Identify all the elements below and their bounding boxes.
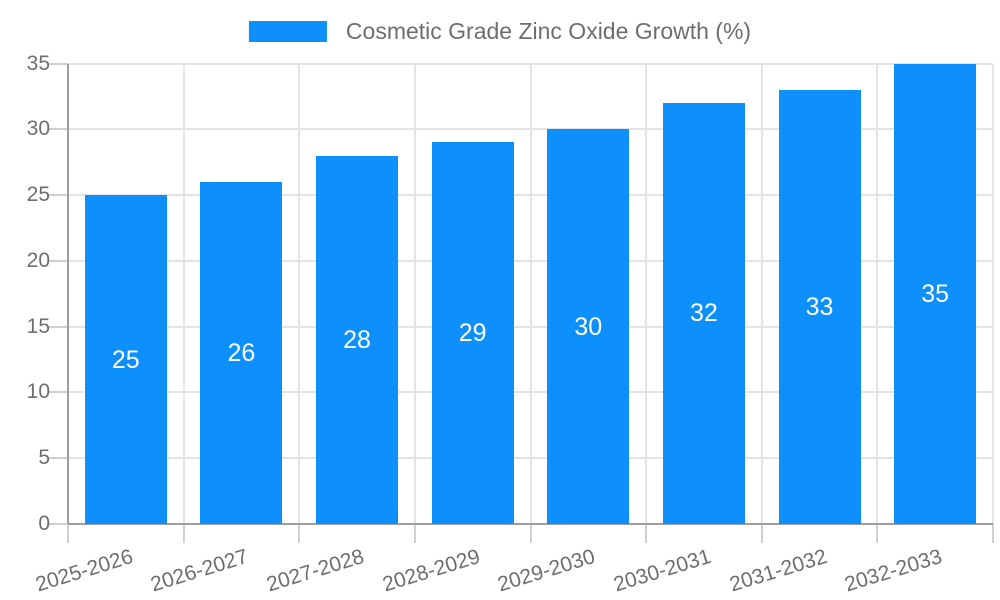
bar[interactable]	[84, 195, 167, 524]
x-axis-tick	[992, 524, 994, 543]
bar-value-label: 32	[690, 299, 718, 328]
x-gridline	[992, 63, 994, 524]
x-gridline	[413, 63, 416, 524]
y-axis-tick-label: 30	[26, 117, 50, 141]
bar[interactable]	[778, 89, 861, 524]
x-gridline	[876, 63, 879, 524]
x-axis-tick	[67, 524, 69, 543]
bar[interactable]	[200, 181, 283, 524]
x-gridline	[760, 63, 763, 524]
bar[interactable]	[894, 63, 977, 524]
y-axis-tick-label: 25	[26, 183, 50, 207]
bar-value-label: 28	[343, 325, 371, 354]
bar-value-label: 35	[921, 279, 950, 308]
x-axis-tick	[529, 524, 532, 543]
y-axis-line	[67, 63, 69, 524]
y-axis-tick-label: 20	[26, 248, 50, 272]
legend-label: Cosmetic Grade Zinc Oxide Growth (%)	[345, 18, 752, 44]
x-axis-tick	[760, 524, 763, 543]
bar-value-label: 29	[458, 319, 487, 348]
y-axis-tick-label: 0	[38, 512, 50, 535]
x-gridline	[182, 63, 185, 524]
bar-value-label: 33	[805, 292, 834, 321]
bar-value-label: 25	[111, 345, 140, 374]
legend-swatch-icon	[248, 20, 327, 42]
x-axis-tick	[876, 524, 879, 543]
bar[interactable]	[662, 102, 745, 524]
y-axis-tick-label: 35	[26, 51, 50, 75]
bar[interactable]	[431, 142, 514, 524]
x-axis-tick	[182, 524, 185, 543]
y-axis-tick	[48, 62, 68, 65]
x-axis-tick	[413, 524, 416, 543]
y-axis-tick	[48, 259, 68, 262]
y-axis-tick	[48, 128, 68, 131]
legend[interactable]: Cosmetic Grade Zinc Oxide Growth (%)	[248, 18, 752, 44]
y-axis-tick	[48, 325, 68, 328]
bar-value-label: 30	[574, 312, 603, 341]
x-axis-line	[68, 523, 993, 525]
x-axis-tick	[298, 524, 301, 543]
y-axis-tick-label: 10	[26, 380, 50, 404]
bar[interactable]	[547, 129, 630, 524]
y-axis-tick	[48, 391, 68, 394]
y-axis-tick	[48, 523, 68, 525]
x-axis-tick	[645, 524, 648, 543]
y-axis-tick	[48, 457, 68, 460]
x-gridline	[645, 63, 648, 524]
x-gridline	[298, 63, 301, 524]
y-axis-tick-label: 5	[38, 446, 50, 470]
bar-value-label: 26	[227, 338, 256, 367]
bar[interactable]	[316, 155, 399, 524]
y-axis-tick-label: 15	[26, 314, 50, 338]
x-gridline	[529, 63, 532, 524]
y-axis-tick	[48, 194, 68, 197]
